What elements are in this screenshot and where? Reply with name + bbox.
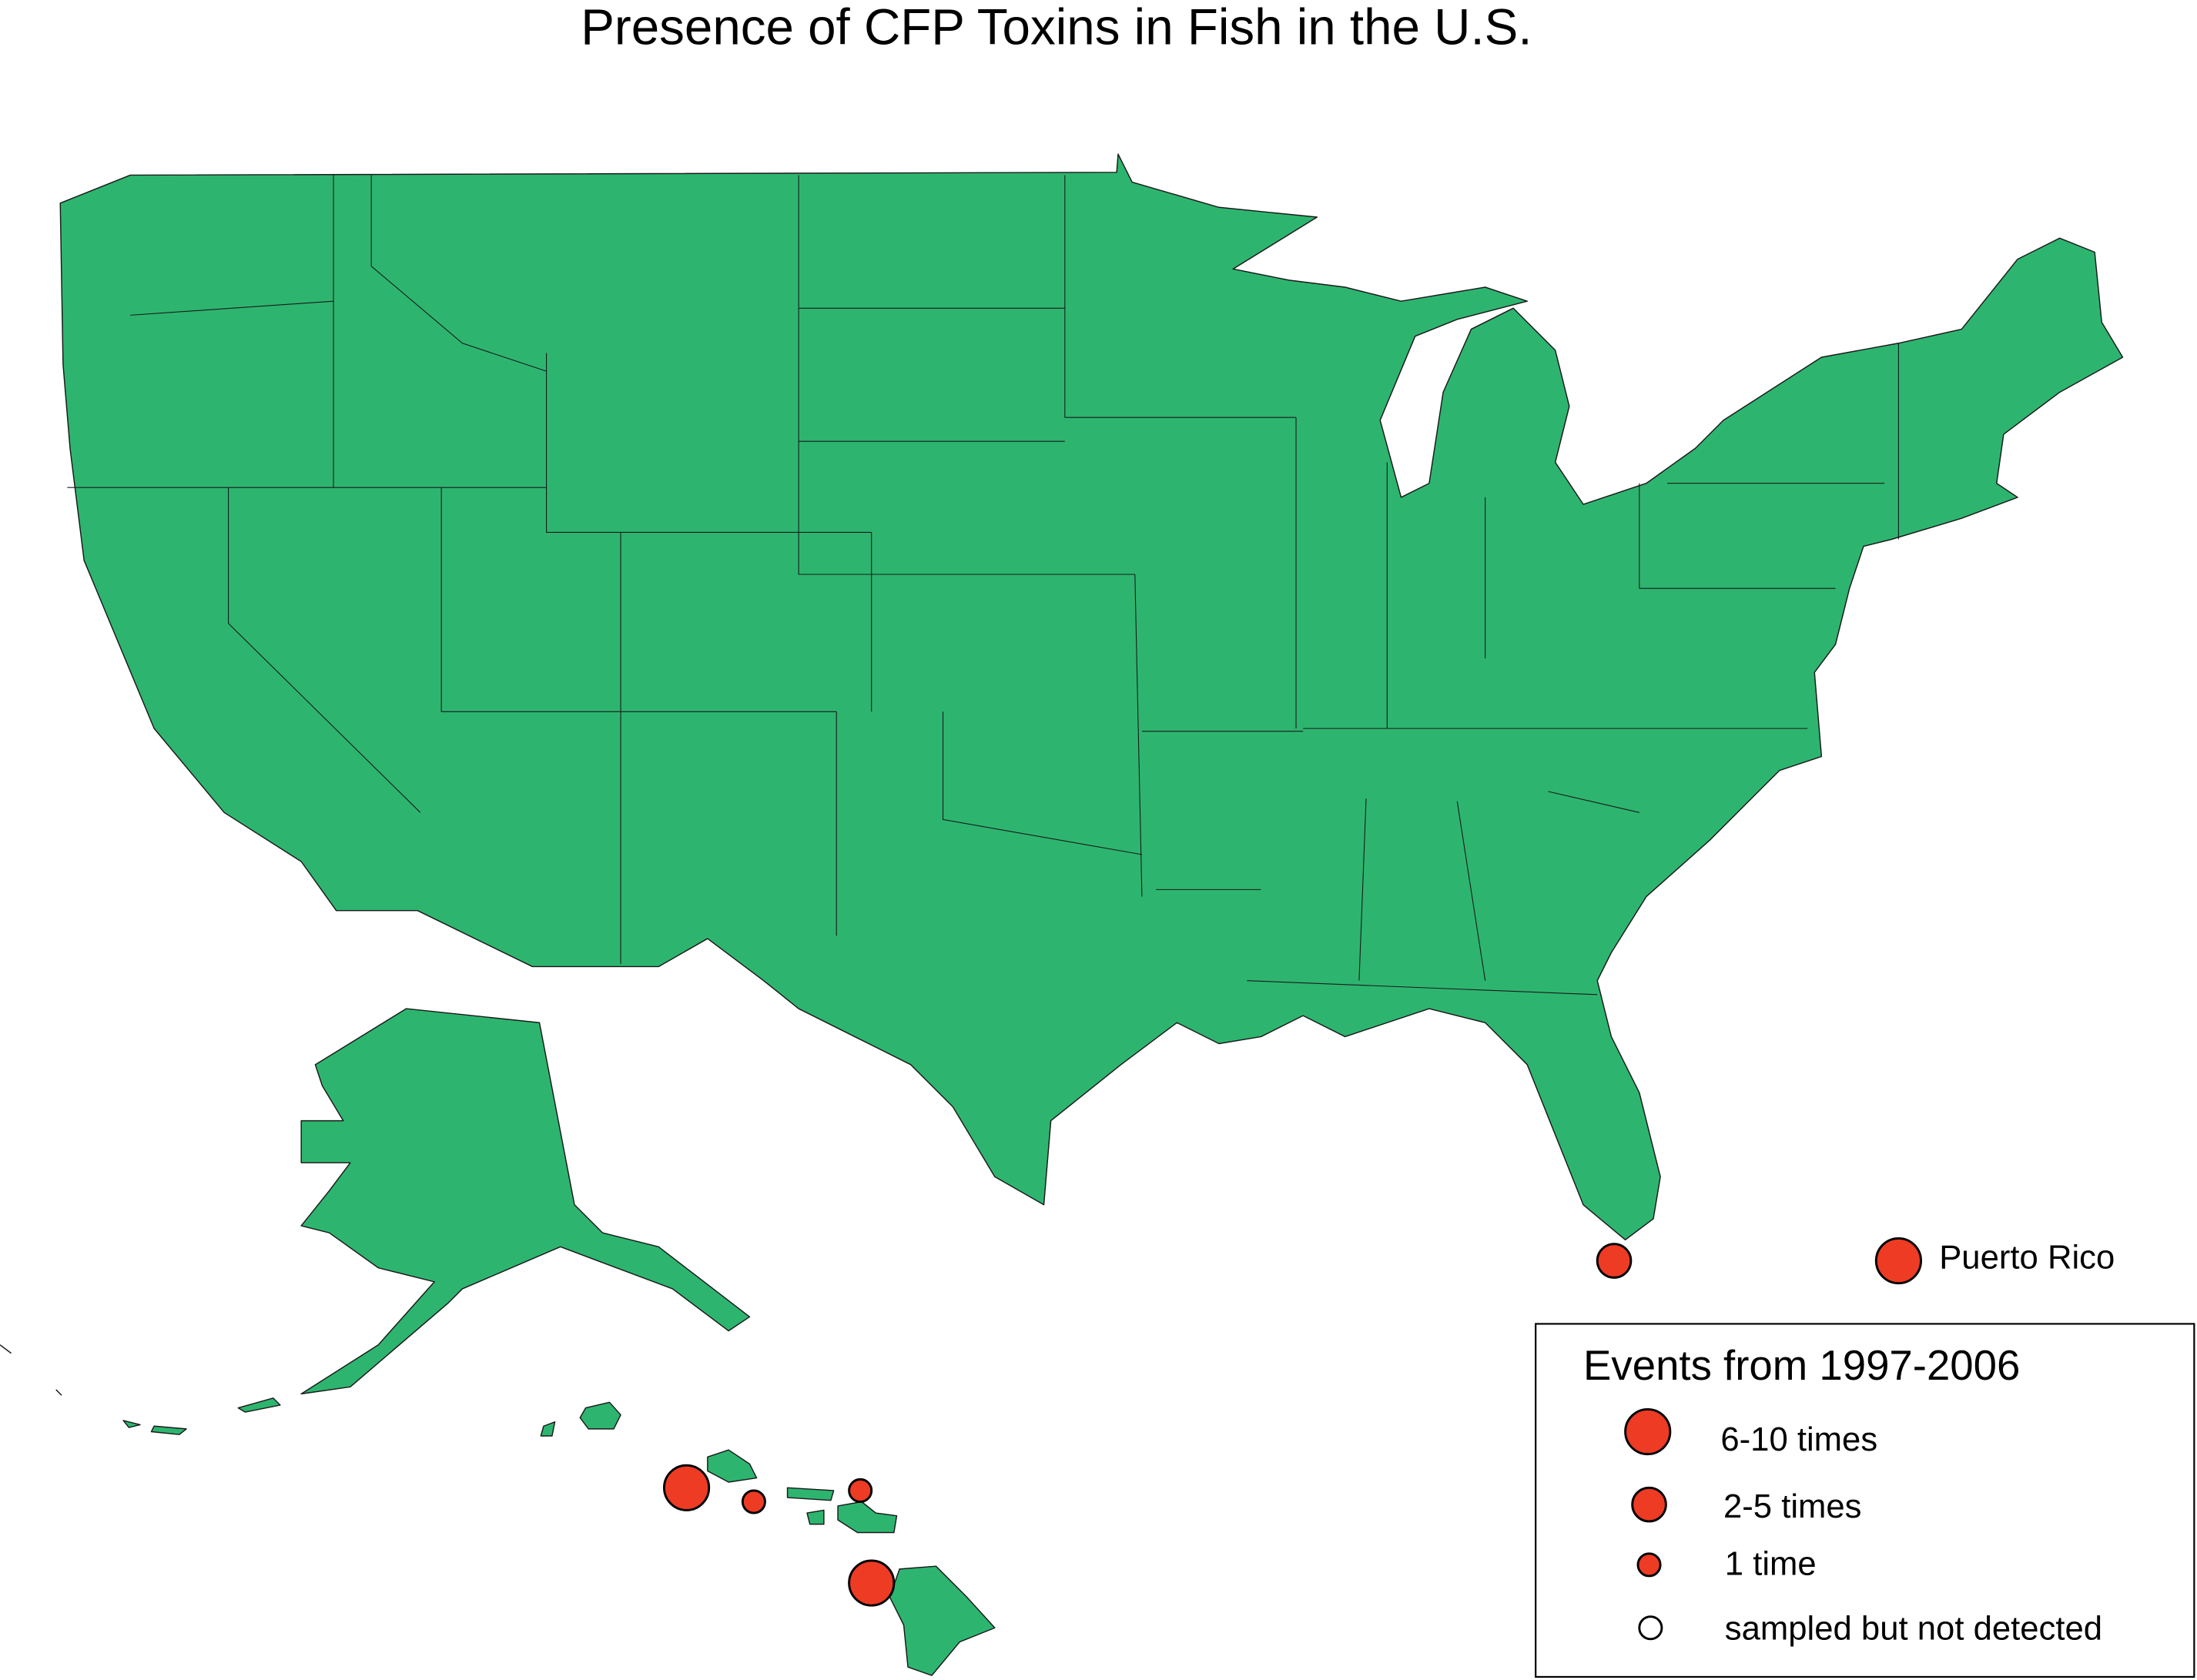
legend-label: 2-5 times: [1723, 1488, 1862, 1525]
hawaii-big-island: [889, 1565, 996, 1676]
event-marker: [848, 1559, 896, 1607]
map-title: Presence of CFP Toxins in Fish in the U.…: [581, 0, 1532, 55]
hawaii-maui: [837, 1501, 898, 1534]
event-marker: [1596, 1243, 1633, 1279]
legend-marker: [1624, 1407, 1672, 1456]
legend-marker: [1631, 1486, 1667, 1523]
aleutian-islands: [0, 1344, 281, 1435]
legend-title: Events from 1997-2006: [1583, 1342, 2020, 1389]
puerto-rico-label: Puerto Rico: [1939, 1238, 2115, 1276]
event-marker: [662, 1464, 711, 1511]
legend-marker: [1636, 1552, 1662, 1578]
event-marker: [1874, 1237, 1922, 1285]
hawaii-oahu: [707, 1449, 758, 1483]
hawaii-molokai: [786, 1487, 835, 1501]
hawaii-niihau: [540, 1421, 556, 1437]
state-borders: [67, 175, 1899, 996]
legend-label: 6-10 times: [1720, 1421, 1877, 1458]
contiguous-us: [59, 153, 2124, 1240]
event-marker: [848, 1478, 873, 1503]
legend-label: sampled but not detected: [1725, 1609, 2102, 1647]
hawaii-lanai: [806, 1509, 825, 1525]
hawaii-kauai: [579, 1401, 621, 1430]
alaska: [300, 1008, 751, 1395]
legend-label: 1 time: [1725, 1545, 1817, 1583]
legend-marker: [1638, 1615, 1663, 1641]
event-marker: [741, 1489, 766, 1514]
